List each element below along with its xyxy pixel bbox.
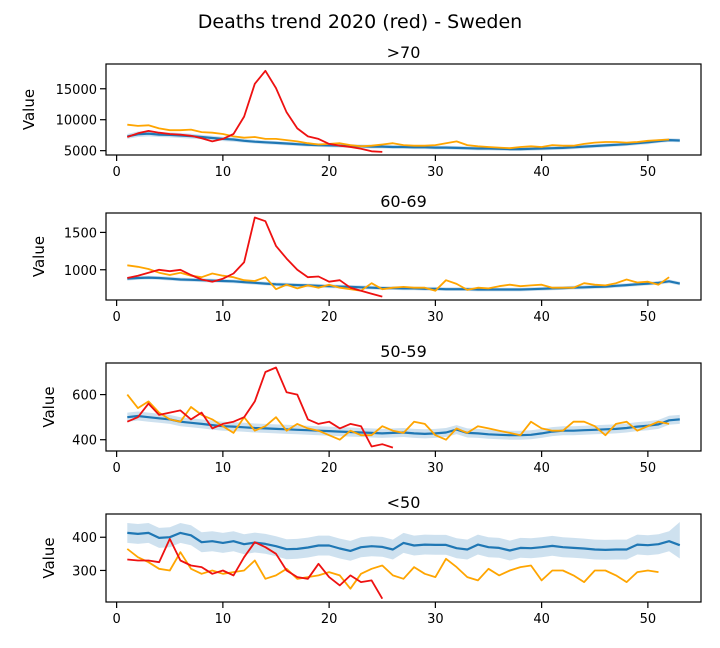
x-tick-label: 10: [215, 461, 232, 476]
axes-frame: [105, 362, 702, 452]
series-line-mean: [127, 531, 681, 553]
x-tick-label: 10: [215, 310, 232, 325]
y-axis-label: Value: [40, 386, 58, 427]
x-tick-label: 50: [640, 310, 657, 325]
x-tick-label: 50: [640, 612, 657, 627]
subplot-title: <50: [387, 493, 421, 512]
subplot: 60-69 0 10 20 30 40 50 1000 1500 Value: [30, 192, 702, 325]
x-tick-label: 30: [427, 165, 444, 180]
x-tick-label: 10: [215, 165, 232, 180]
plot-area: [127, 69, 680, 153]
confidence-band: [127, 275, 680, 292]
confidence-band: [127, 522, 680, 561]
series-line-prev: [127, 123, 670, 150]
subplot-title: >70: [387, 43, 421, 62]
subplot-title: 50-59: [380, 342, 427, 361]
subplot: 50-59 0 10 20 30 40 50 400 600 Value: [40, 342, 702, 476]
x-tick-label: 20: [321, 165, 338, 180]
series-line-mean: [127, 276, 681, 291]
x-tick-label: 40: [533, 310, 550, 325]
axes-frame: [105, 513, 702, 603]
y-tick-label: 1000: [64, 264, 97, 279]
subplot-title: 60-69: [380, 192, 427, 211]
y-tick-label: 1500: [64, 226, 97, 241]
plot-area: [126, 522, 681, 600]
x-tick-label: 0: [112, 612, 120, 627]
y-tick-label: 600: [72, 389, 97, 404]
y-axis-label: Value: [40, 537, 58, 578]
axes-frame: [105, 212, 702, 301]
y-tick-label: 400: [72, 531, 97, 546]
x-tick-label: 50: [640, 165, 657, 180]
series-line-prev: [126, 548, 659, 590]
series-line-y2020: [127, 216, 383, 298]
x-tick-label: 30: [427, 612, 444, 627]
x-tick-label: 40: [533, 461, 550, 476]
y-tick-label: 5000: [64, 145, 97, 160]
series-line-y2020: [127, 538, 384, 600]
y-axis-label: Value: [30, 236, 48, 277]
x-tick-label: 20: [321, 310, 338, 325]
subplot: >70 0 10 20 30 40 50 5000 10000 15000 Value: [20, 43, 702, 180]
y-axis-label: Value: [20, 89, 38, 130]
series-line-y2020: [126, 366, 394, 449]
x-tick-label: 30: [427, 461, 444, 476]
x-tick-label: 40: [533, 165, 550, 180]
x-tick-label: 30: [427, 310, 444, 325]
plot-area: [126, 366, 680, 449]
y-tick-label: 15000: [56, 83, 97, 98]
subplot: <50 0 10 20 30 40 50 300 400 Value: [40, 493, 702, 627]
y-tick-label: 400: [72, 434, 97, 449]
series-line-prev: [127, 264, 670, 292]
series-line-y2020: [127, 69, 383, 153]
x-tick-label: 40: [533, 612, 550, 627]
x-tick-label: 50: [640, 461, 657, 476]
x-tick-label: 10: [215, 612, 232, 627]
series-line-prev: [126, 394, 670, 441]
plot-area: [127, 216, 681, 298]
y-tick-label: 300: [72, 564, 97, 579]
y-tick-label: 10000: [56, 114, 97, 129]
x-tick-label: 0: [112, 310, 120, 325]
x-tick-label: 0: [112, 165, 120, 180]
x-tick-label: 20: [321, 461, 338, 476]
series-line-mean: [127, 132, 680, 151]
x-tick-label: 20: [321, 612, 338, 627]
x-tick-label: 0: [112, 461, 120, 476]
figure-title: Deaths trend 2020 (red) - Sweden: [198, 11, 522, 33]
axes-frame: [105, 63, 702, 156]
